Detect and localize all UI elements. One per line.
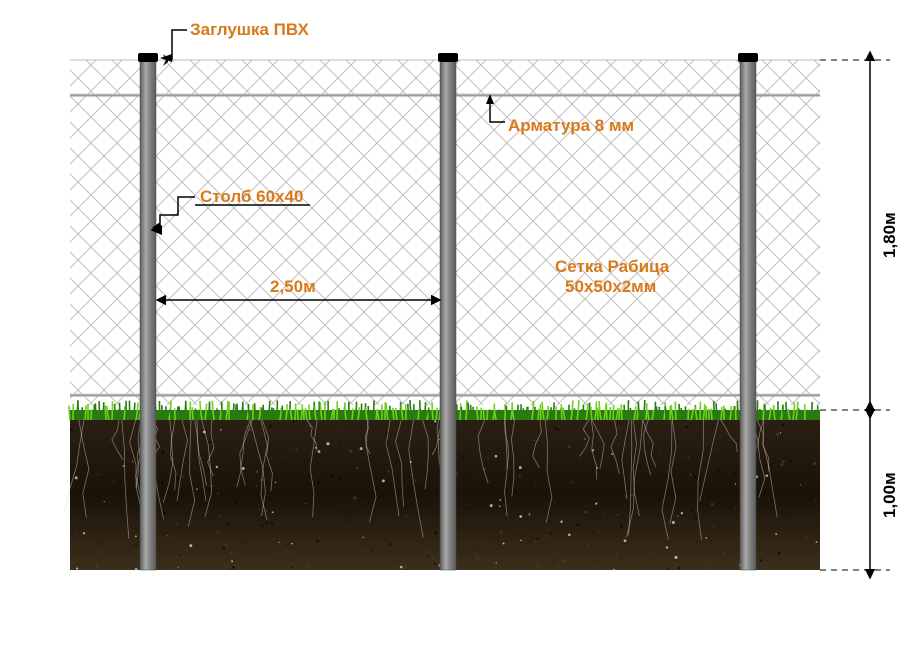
label-span: 2,50м	[270, 277, 316, 297]
dim-height-below: 1,00м	[880, 472, 900, 518]
label-cap: Заглушка ПВХ	[190, 20, 309, 40]
dim-height-above: 1,80м	[880, 212, 900, 258]
label-post: Столб 60х40	[200, 187, 303, 207]
fence-diagram: Заглушка ПВХ Арматура 8 мм Столб 60х40 2…	[0, 0, 924, 662]
label-mesh-size: 50х50х2мм	[565, 277, 656, 297]
label-mesh-name: Сетка Рабица	[555, 257, 669, 277]
label-rebar: Арматура 8 мм	[508, 116, 634, 136]
diagram-svg	[0, 0, 924, 662]
